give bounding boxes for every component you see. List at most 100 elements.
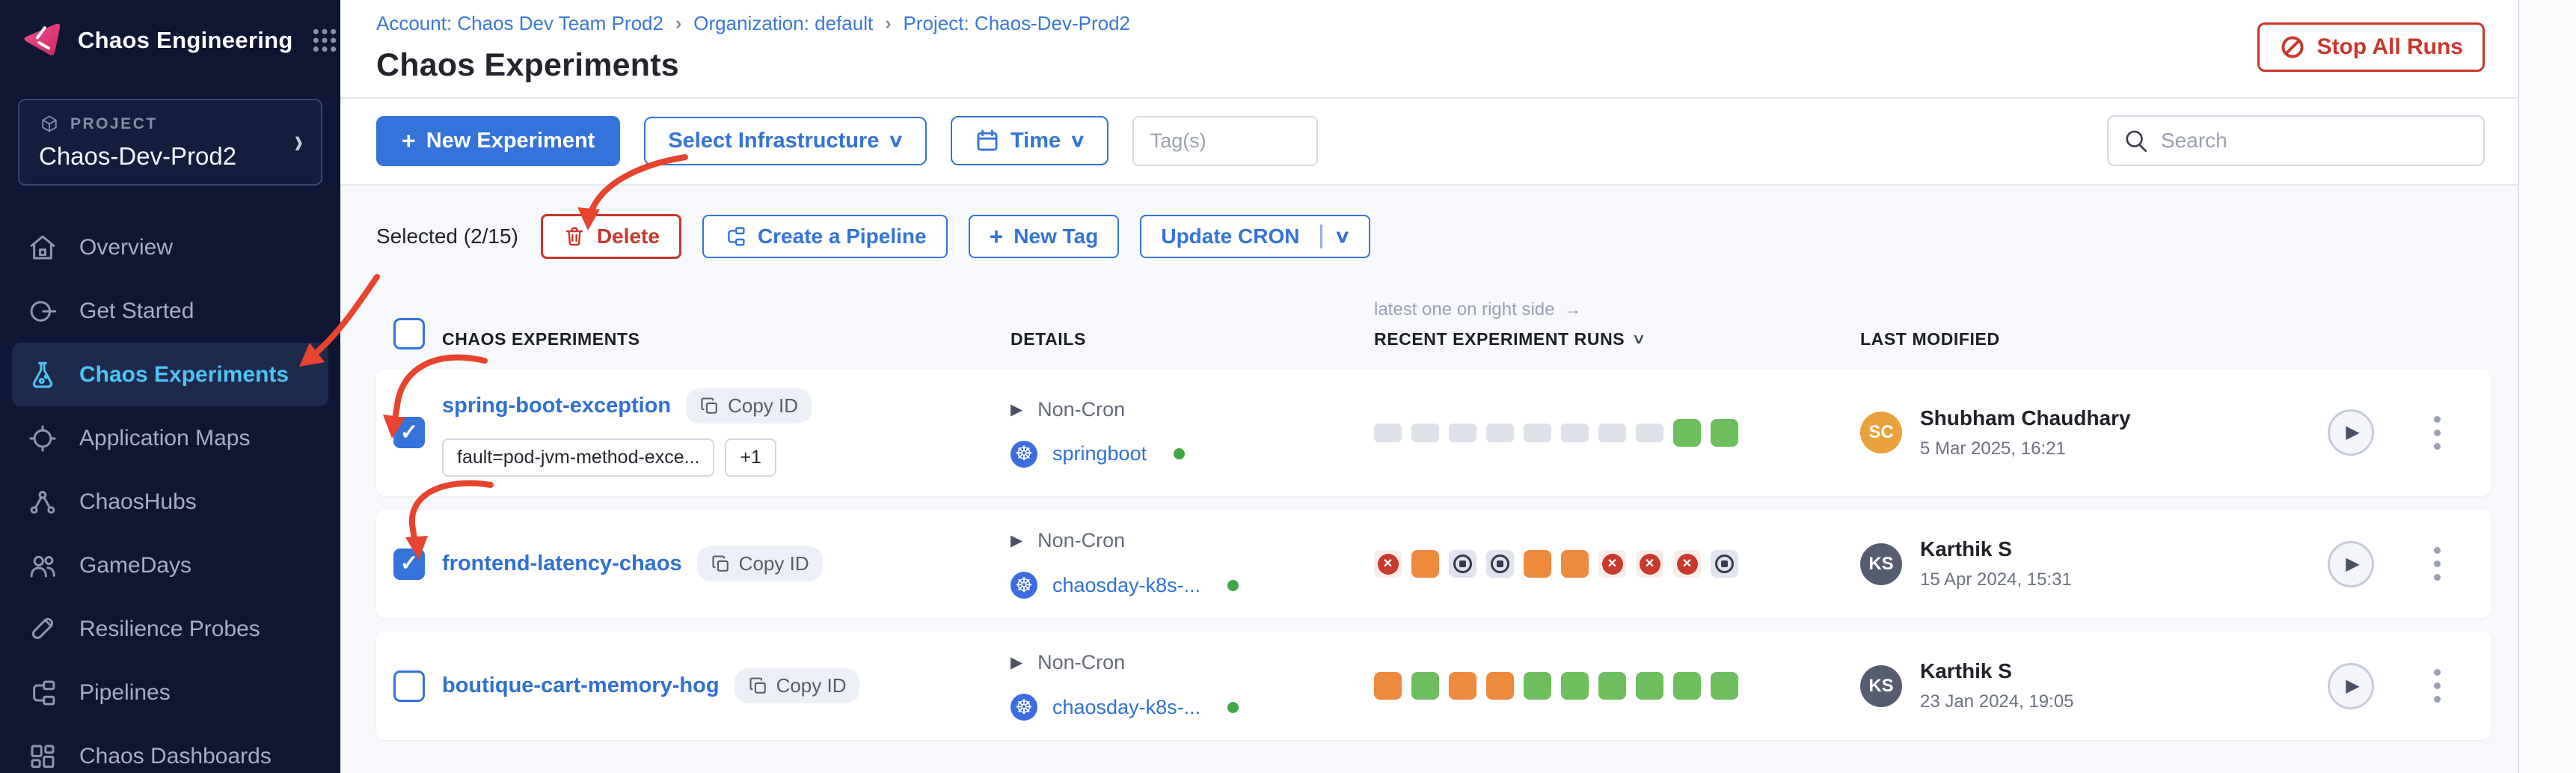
content-area: Selected (2/15) Delete — [340, 186, 2518, 773]
sidebar-item-application-maps[interactable]: Application Maps — [0, 406, 340, 470]
run-status-empty[interactable] — [1524, 423, 1551, 442]
run-status-empty[interactable] — [1411, 423, 1439, 442]
run-status-stopped[interactable] — [1486, 550, 1514, 578]
copy-icon — [748, 676, 769, 697]
experiment-list: ✓ spring-boot-exception Copy ID fault=po… — [376, 369, 2491, 740]
select-all-checkbox[interactable]: ✓ — [393, 318, 425, 349]
run-status-warning[interactable] — [1411, 550, 1439, 578]
failed-icon: ✕ — [1377, 553, 1399, 575]
search-input[interactable] — [2107, 115, 2485, 166]
run-experiment-button[interactable]: ▶ — [2328, 409, 2374, 456]
run-status-empty[interactable] — [1449, 423, 1476, 442]
run-status-warning[interactable] — [1524, 550, 1551, 578]
run-experiment-button[interactable]: ▶ — [2328, 540, 2374, 587]
hub-icon — [27, 486, 58, 518]
run-status-empty[interactable] — [1486, 423, 1514, 442]
create-pipeline-button[interactable]: Create a Pipeline — [702, 215, 948, 258]
row-checkbox[interactable]: ✓ — [393, 670, 425, 702]
tags-filter-input[interactable] — [1132, 115, 1318, 166]
experiment-row: ✓ frontend-latency-chaos Copy ID — [376, 510, 2491, 618]
breadcrumb-project-link[interactable]: Project: Chaos-Dev-Prod2 — [903, 12, 1131, 34]
sidebar-item-pipelines[interactable]: Pipelines — [0, 661, 340, 724]
run-status-success[interactable] — [1561, 672, 1589, 700]
run-status-empty[interactable] — [1636, 423, 1663, 442]
new-tag-button[interactable]: + New Tag — [968, 215, 1120, 258]
infrastructure-link[interactable]: chaosday-k8s-... — [1052, 573, 1201, 596]
avatar: KS — [1860, 543, 1902, 585]
experiment-name-link[interactable]: spring-boot-exception — [442, 394, 672, 418]
run-status-warning[interactable] — [1561, 550, 1589, 578]
delete-button[interactable]: Delete — [540, 214, 681, 259]
modified-by-name: Karthik S — [1920, 537, 2012, 560]
new-experiment-button[interactable]: + New Experiment — [376, 115, 621, 166]
expand-triangle-icon[interactable]: ▶ — [1011, 532, 1023, 549]
sidebar-item-get-started[interactable]: Get Started — [0, 279, 340, 343]
run-status-success[interactable] — [1411, 672, 1439, 700]
module-grid-icon[interactable] — [310, 25, 340, 55]
expand-triangle-icon[interactable]: ▶ — [1011, 654, 1023, 671]
chevron-down-icon: ∨ — [1069, 130, 1087, 151]
sidebar-item-gamedays[interactable]: GameDays — [0, 534, 340, 597]
run-status-success[interactable] — [1673, 418, 1701, 447]
run-experiment-button[interactable]: ▶ — [2328, 662, 2374, 709]
run-status-warning[interactable] — [1449, 672, 1476, 700]
sidebar-item-chaos-dashboards[interactable]: Chaos Dashboards — [0, 724, 340, 773]
stopped-icon — [1491, 554, 1509, 573]
row-menu-button[interactable] — [2422, 547, 2452, 581]
run-status-success[interactable] — [1524, 672, 1551, 700]
sidebar-item-overview[interactable]: Overview — [0, 216, 340, 279]
run-status-empty[interactable] — [1561, 423, 1589, 442]
sidebar-item-label: ChaosHubs — [79, 489, 197, 514]
sidebar-item-chaos-experiments[interactable]: Chaos Experiments — [12, 343, 328, 406]
sort-chevron-icon[interactable]: ∨ — [1631, 331, 1646, 347]
copy-id-button[interactable]: Copy ID — [686, 388, 812, 424]
experiment-name-link[interactable]: boutique-cart-memory-hog — [442, 673, 720, 697]
run-status-failed[interactable]: ✕ — [1636, 550, 1663, 578]
plus-icon: + — [989, 223, 1004, 250]
run-status-success[interactable] — [1673, 672, 1701, 700]
breadcrumb-org-link[interactable]: Organization: default — [693, 12, 874, 34]
run-status-stopped[interactable] — [1449, 550, 1476, 578]
run-status-success[interactable] — [1598, 672, 1626, 700]
stop-all-runs-button[interactable]: Stop All Runs — [2257, 22, 2485, 72]
run-status-empty[interactable] — [1374, 423, 1402, 442]
run-status-empty[interactable] — [1598, 423, 1626, 442]
infrastructure-link[interactable]: springboot — [1052, 442, 1147, 465]
row-menu-button[interactable] — [2422, 669, 2452, 703]
select-infrastructure-dropdown[interactable]: Select Infrastructure ∨ — [644, 116, 927, 165]
copy-id-button[interactable]: Copy ID — [696, 546, 823, 581]
column-header-modified: LAST MODIFIED — [1860, 329, 2000, 349]
run-status-failed[interactable]: ✕ — [1673, 550, 1701, 578]
row-checkbox[interactable]: ✓ — [393, 417, 425, 448]
check-icon: ✓ — [399, 420, 419, 444]
modified-by-name: Karthik S — [1920, 659, 2012, 682]
experiment-row: ✓ spring-boot-exception Copy ID fault=po… — [376, 369, 2491, 496]
row-menu-button[interactable] — [2422, 415, 2452, 450]
breadcrumb-separator: › — [675, 13, 682, 34]
breadcrumb-account-link[interactable]: Account: Chaos Dev Team Prod2 — [376, 12, 663, 34]
run-status-success[interactable] — [1711, 418, 1738, 447]
run-status-failed[interactable]: ✕ — [1374, 550, 1402, 578]
time-filter-dropdown[interactable]: Time ∨ — [950, 116, 1108, 165]
run-status-success[interactable] — [1636, 672, 1663, 700]
tag-chip[interactable]: +1 — [725, 439, 776, 477]
update-cron-dropdown[interactable]: Update CRON ∨ — [1140, 215, 1370, 258]
sidebar-item-chaoshubs[interactable]: ChaosHubs — [0, 470, 340, 534]
experiment-name-link[interactable]: frontend-latency-chaos — [442, 552, 682, 575]
infrastructure-link[interactable]: chaosday-k8s-... — [1052, 695, 1201, 718]
run-status-warning[interactable] — [1486, 672, 1514, 700]
project-selector[interactable]: PROJECT Chaos-Dev-Prod2 › — [18, 99, 322, 186]
sidebar-item-label: Overview — [79, 234, 174, 260]
tag-chip[interactable]: fault=pod-jvm-method-exce... — [442, 439, 715, 477]
copy-id-button[interactable]: Copy ID — [734, 668, 860, 703]
experiment-row: ✓ boutique-cart-memory-hog Copy ID — [376, 632, 2491, 740]
expand-triangle-icon[interactable]: ▶ — [1011, 400, 1023, 418]
kubernetes-icon: ☸ — [1011, 572, 1037, 599]
run-status-failed[interactable]: ✕ — [1598, 550, 1626, 578]
run-status-success[interactable] — [1711, 672, 1738, 700]
row-checkbox[interactable]: ✓ — [393, 548, 425, 580]
sidebar-item-resilience-probes[interactable]: Resilience Probes — [0, 597, 340, 661]
plus-icon: + — [402, 127, 416, 154]
run-status-warning[interactable] — [1374, 672, 1402, 700]
run-status-stopped[interactable] — [1711, 550, 1738, 578]
